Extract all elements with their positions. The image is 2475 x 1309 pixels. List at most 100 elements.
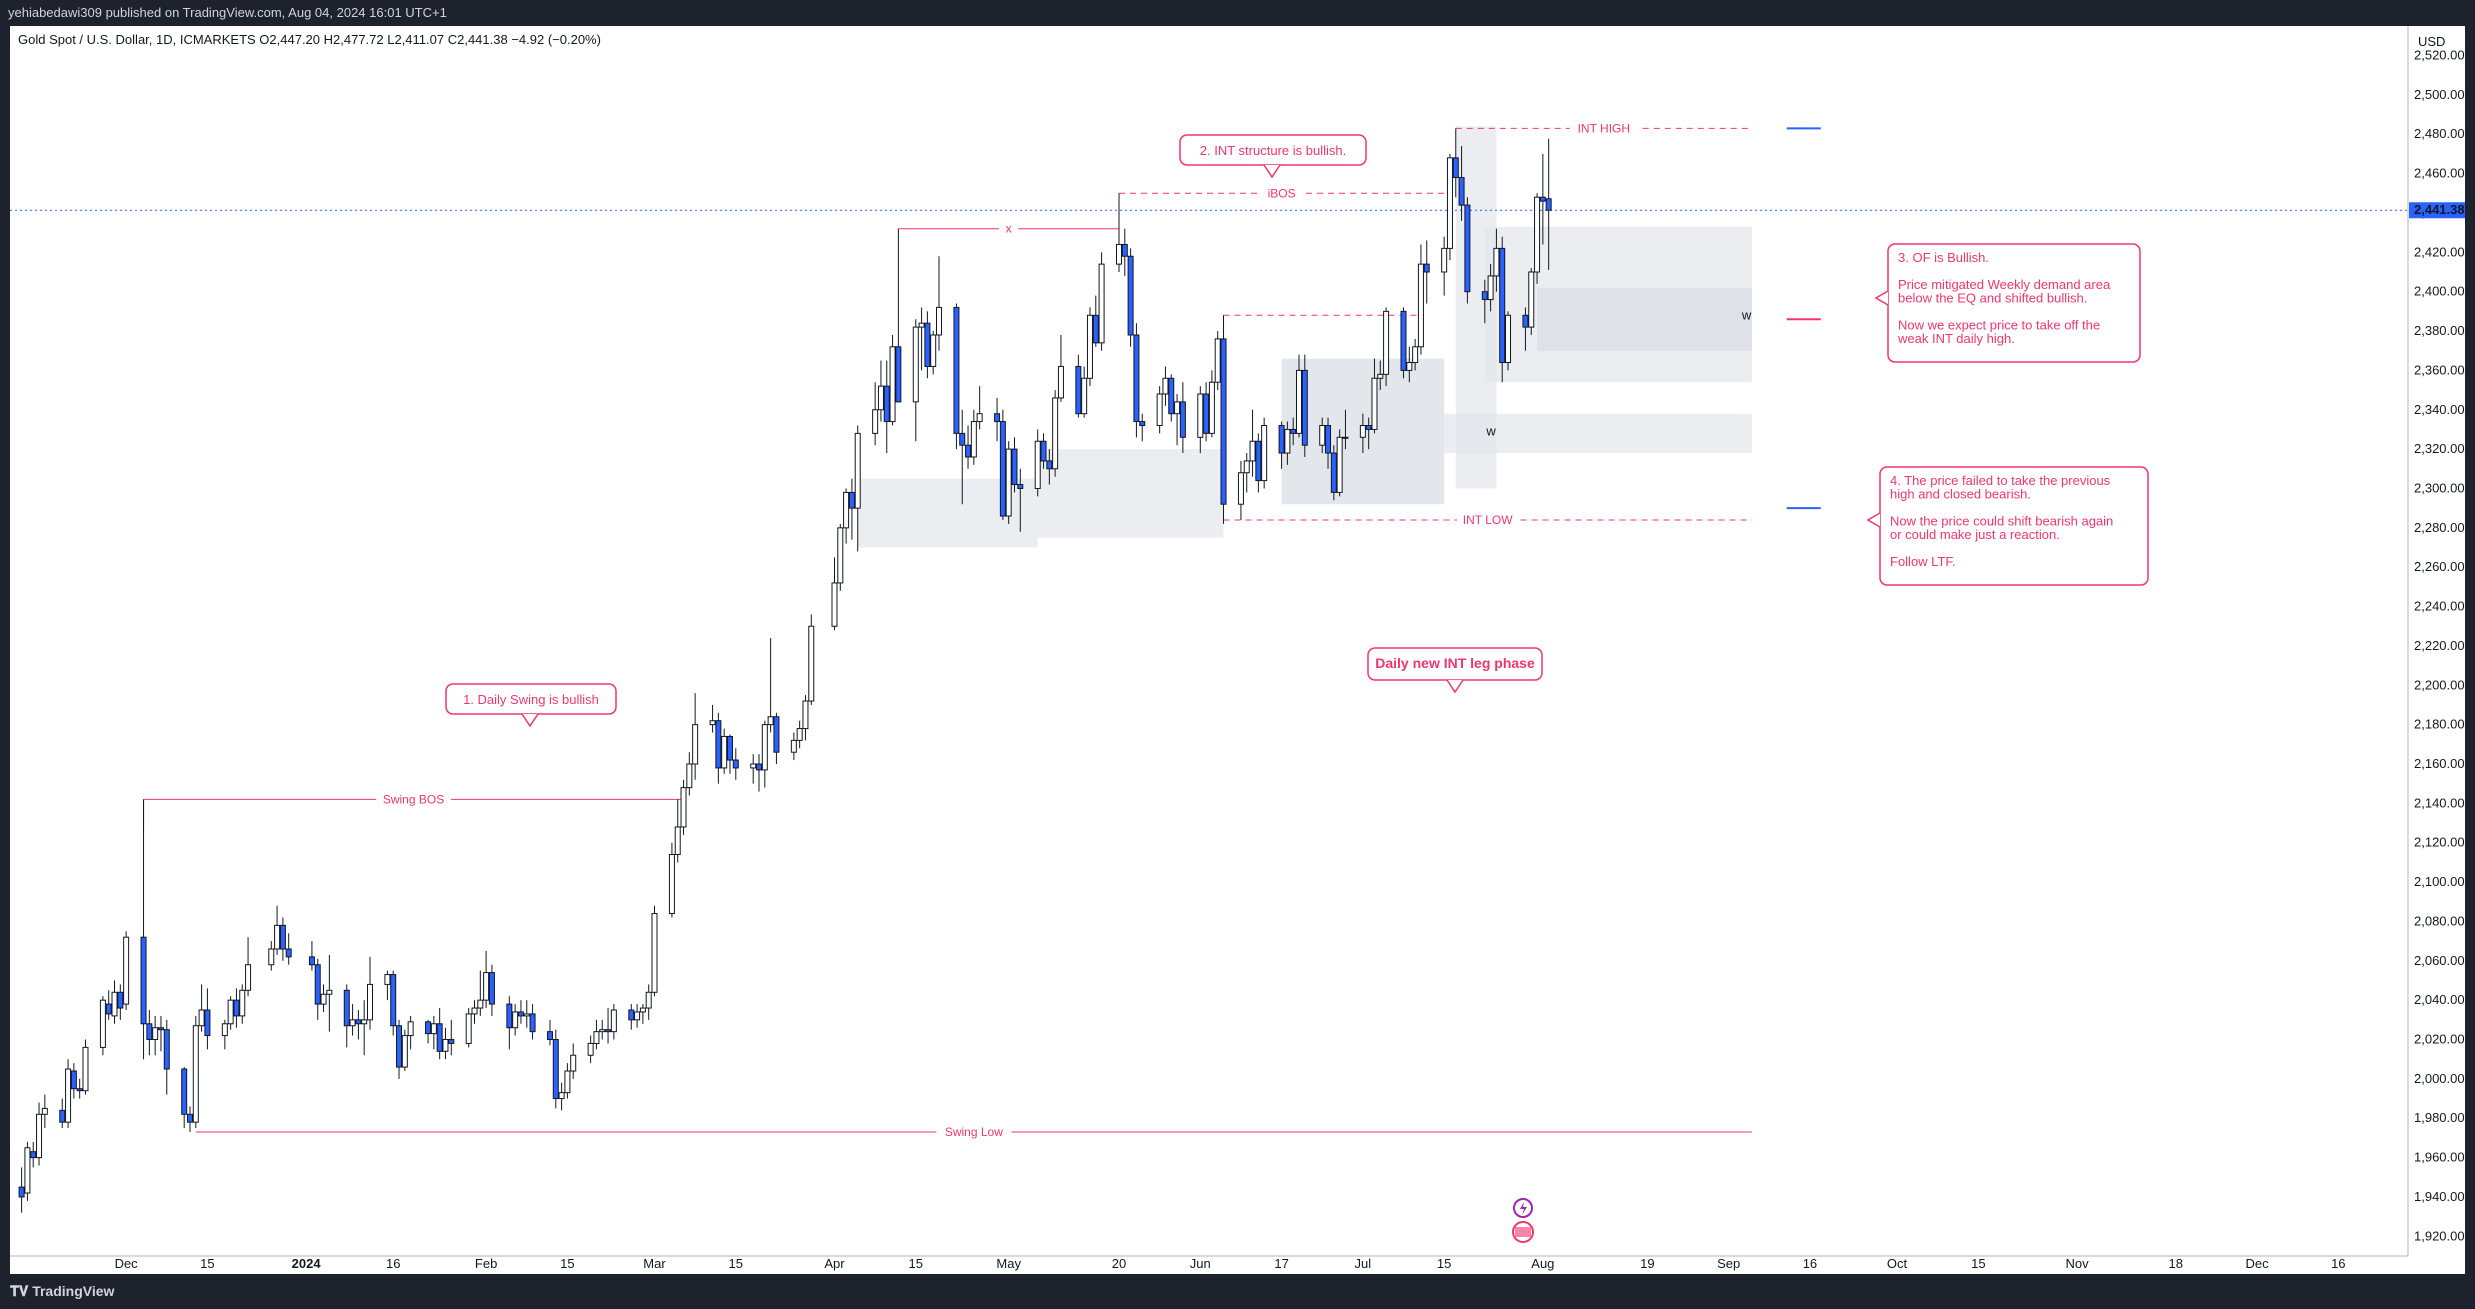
y-tick-label-11: 2,140.00 — [2414, 795, 2465, 810]
y-tick-label-23: 2,380.00 — [2414, 323, 2465, 338]
candle-body-38 — [343, 989, 350, 1027]
candle-body-74 — [634, 1011, 641, 1021]
candle-body-148 — [1243, 460, 1250, 474]
candle-body-141 — [1179, 401, 1186, 438]
candle-body-7 — [70, 1070, 77, 1090]
candle-body-124 — [1046, 460, 1053, 470]
candle-body-119 — [1005, 448, 1012, 517]
price-axis-bg — [2408, 26, 2465, 1274]
y-tick-label-21: 2,340.00 — [2414, 402, 2465, 417]
tradingview-logo[interactable]: 𝐓𝐕 TradingView — [10, 1274, 114, 1309]
level-label-0: Swing BOS — [383, 792, 444, 806]
candle-body-51 — [442, 1039, 449, 1052]
y-tick-label-5: 2,020.00 — [2414, 1032, 2465, 1047]
candle-body-186 — [1545, 198, 1552, 211]
candle-body-0 — [18, 1186, 25, 1198]
y-tick-label-4: 2,000.00 — [2414, 1071, 2465, 1086]
candle-body-143 — [1203, 393, 1210, 434]
time-axis[interactable]: Dec 15 2024 16 Feb 15 Mar 15 Apr 15 May 20 Jun 17 Jul 1… — [10, 1255, 2408, 1274]
x-tick-label-19: 16 — [1803, 1256, 1817, 1271]
candle-body-178 — [1487, 275, 1494, 301]
candle-body-66 — [564, 1070, 571, 1094]
callout-4-line-0: Daily new INT leg phase — [1375, 655, 1535, 671]
candle-body-12 — [111, 991, 118, 1017]
price-axis[interactable]: USD 1,920.00 1,940.00 1,960.00 1,980.00 2,000… — [2407, 26, 2465, 1274]
candle-body-21 — [186, 1113, 193, 1123]
callout-1-line-0: 2. INT structure is bullish. — [1200, 143, 1346, 158]
candle-body-107 — [912, 326, 919, 403]
x-tick-label-4: Feb — [475, 1256, 497, 1271]
callout-0-line-0: 1. Daily Swing is bullish — [463, 692, 599, 707]
candle-body-42 — [366, 983, 373, 1021]
candle-body-134 — [1127, 255, 1134, 336]
candle-body-3 — [36, 1113, 43, 1159]
candle-body-164 — [1371, 377, 1378, 430]
symbol-ohlc-legend: Gold Spot / U.S. Dollar, 1D, ICMARKETS O… — [18, 32, 601, 47]
y-tick-label-29: 2,500.00 — [2414, 87, 2465, 102]
callout-3-line-3: Now the price could shift bearish again — [1890, 514, 2113, 529]
candle-body-63 — [546, 1031, 553, 1041]
candle-body-77 — [651, 913, 658, 993]
candle-body-167 — [1400, 310, 1407, 371]
candle-body-78 — [668, 854, 675, 915]
callout-tail-4 — [1446, 679, 1464, 694]
tv-logo-icon: 𝐓𝐕 — [10, 1283, 29, 1299]
candle-body-149 — [1249, 440, 1256, 462]
candle-body-173 — [1446, 157, 1453, 249]
candle-body-136 — [1139, 421, 1146, 427]
x-tick-label-22: Nov — [2065, 1256, 2089, 1271]
candle-body-6 — [65, 1068, 72, 1123]
level-label-3: iBOS — [1268, 186, 1296, 200]
candle-body-13 — [117, 991, 124, 1009]
callout-3-line-1: high and closed bearish. — [1890, 487, 2031, 502]
level-label-1: Swing Low — [945, 1125, 1003, 1139]
candle-body-118 — [999, 421, 1006, 517]
candle-body-144 — [1208, 381, 1215, 434]
candle-body-177 — [1481, 291, 1488, 301]
candle-body-95 — [802, 700, 809, 730]
zone-5 — [1537, 287, 1752, 351]
candle-body-86 — [726, 735, 733, 761]
x-tick-label-13: 17 — [1274, 1256, 1288, 1271]
candle-body-98 — [837, 527, 844, 584]
candle-body-151 — [1261, 425, 1268, 482]
candle-body-44 — [390, 974, 397, 1027]
candle-body-62 — [529, 1013, 536, 1033]
lightning-glyph-icon — [1520, 1202, 1527, 1215]
callout-2-line-0: 3. OF is Bullish. — [1898, 250, 1989, 265]
candle-body-72 — [610, 1009, 617, 1033]
candle-body-33 — [285, 948, 292, 958]
candle-body-105 — [889, 346, 896, 423]
candle-body-182 — [1522, 314, 1529, 328]
annotations-layer: 1. Daily Swing is bullish 2. INT structur… — [445, 134, 2149, 728]
candle-body-102 — [872, 409, 879, 434]
y-tick-label-25: 2,420.00 — [2414, 244, 2465, 259]
y-tick-label-17: 2,260.00 — [2414, 559, 2465, 574]
candle-body-150 — [1255, 440, 1262, 482]
candle-body-83 — [709, 720, 716, 726]
zone-1 — [1037, 449, 1224, 538]
candle-body-152 — [1278, 425, 1285, 454]
candle-body-79 — [674, 826, 681, 856]
candle-body-166 — [1383, 310, 1390, 375]
last-price-label: 2,441.38 — [2414, 202, 2465, 217]
candle-body-27 — [233, 999, 240, 1017]
candle-body-45 — [396, 1025, 403, 1068]
candle-body-32 — [279, 924, 286, 950]
candle-body-81 — [686, 763, 693, 789]
zone-label-1: w — [1485, 423, 1496, 438]
candle-body-112 — [953, 306, 960, 434]
candle-body-180 — [1499, 247, 1506, 364]
callout-tail-2 — [1874, 290, 1889, 306]
candle-body-128 — [1081, 377, 1088, 415]
candle-body-184 — [1534, 196, 1541, 273]
x-tick-label-21: 15 — [1971, 1256, 1985, 1271]
candle-body-162 — [1359, 425, 1366, 438]
x-tick-label-2: 2024 — [292, 1256, 322, 1271]
candle-body-133 — [1121, 243, 1128, 257]
candle-body-16 — [146, 1023, 153, 1041]
candle-body-5 — [59, 1109, 66, 1123]
candle-body-70 — [599, 1029, 606, 1033]
